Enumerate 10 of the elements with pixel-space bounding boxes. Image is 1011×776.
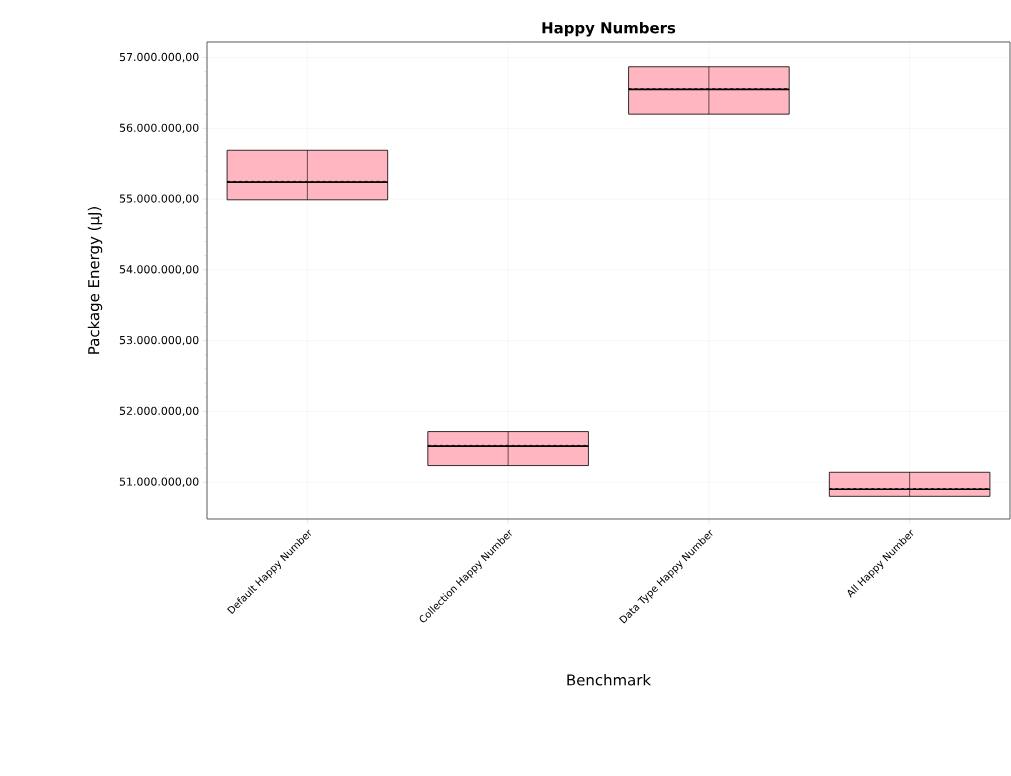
y-tick-label: 53.000.000,00 — [119, 335, 199, 346]
y-tick-label: 57.000.000,00 — [119, 52, 199, 63]
chart-title: Happy Numbers — [542, 21, 676, 37]
y-axis-title: Package Energy (µJ) — [87, 207, 103, 354]
x-axis-title: Benchmark — [567, 674, 652, 686]
y-tick-label: 51.000.000,00 — [119, 477, 199, 487]
y-tick-label: 55.000.000,00 — [119, 194, 199, 204]
y-tick-label: 56.000.000,00 — [119, 123, 199, 134]
y-tick-label: 52.000.000,00 — [119, 406, 199, 417]
y-tick-label: 54.000.000,00 — [119, 265, 199, 275]
